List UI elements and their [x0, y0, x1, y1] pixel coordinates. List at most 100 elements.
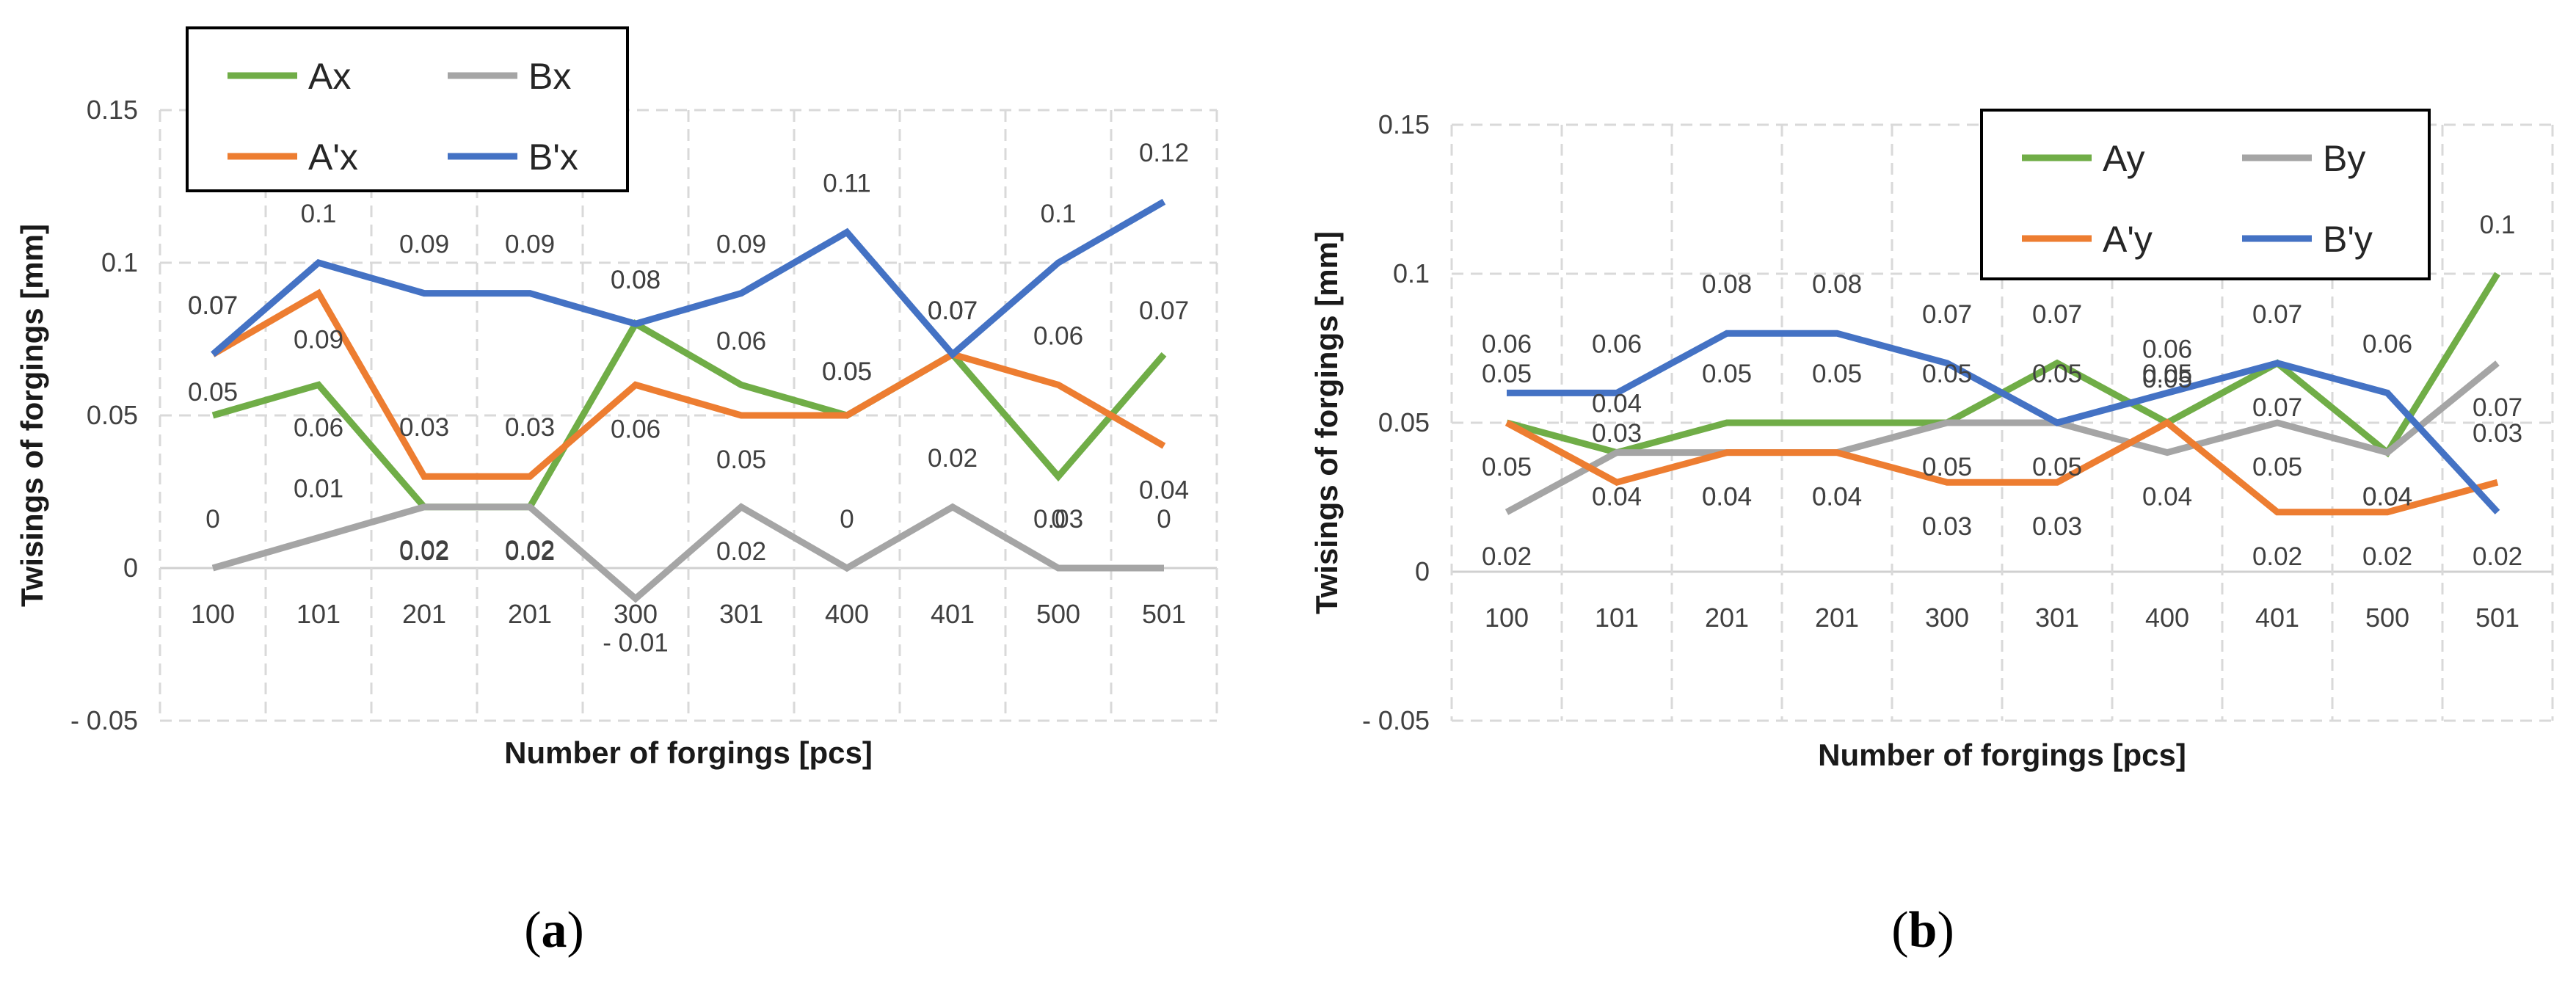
- x-tick-label: 201: [402, 599, 446, 629]
- data-label: 0.04: [2142, 483, 2192, 512]
- data-label: 0.1: [1041, 200, 1077, 228]
- data-label: 0.02: [716, 537, 766, 566]
- legend: Ay By A'y B'y: [1980, 109, 2431, 280]
- legend-label: Bx: [528, 56, 571, 97]
- data-label: 0.02: [2362, 542, 2412, 571]
- data-label: 0.1: [301, 200, 337, 228]
- x-tick-label: 201: [508, 599, 552, 629]
- legend-box: [186, 26, 629, 192]
- data-label: 0.07: [2252, 393, 2302, 422]
- x-axis-title: Number of forgings [pcs]: [504, 735, 873, 770]
- series-line-bprimex: [211, 198, 1166, 360]
- data-label: 0.02: [399, 536, 449, 564]
- y-axis-title: Twisings of forgings [mm]: [15, 224, 49, 607]
- data-label: 0.05: [822, 357, 872, 386]
- data-label: 0.03: [2473, 419, 2522, 448]
- series-line-aprimey: [1505, 418, 2499, 516]
- x-tick-label: 400: [825, 599, 869, 629]
- legend-label: B'y: [2323, 219, 2373, 260]
- data-label: 0.02: [1482, 542, 1532, 571]
- chart-panel-b: - 0.05 0 0.05 0.1 0.15 100 101 201 201 300 301 400 4…: [1309, 109, 2554, 959]
- data-label: 0.07: [1922, 300, 1972, 329]
- data-label: 0.1: [2480, 211, 2516, 239]
- x-tick-label: 201: [1705, 603, 1749, 633]
- panel-caption: (a): [524, 902, 584, 959]
- data-label: 0.03: [1922, 512, 1972, 541]
- data-label: 0.09: [294, 326, 343, 354]
- data-label: 0: [1157, 505, 1171, 534]
- x-tick-label: 500: [2365, 603, 2409, 633]
- data-label: 0.08: [1812, 270, 1862, 299]
- y-tick-label: 0.05: [87, 400, 138, 430]
- data-label: 0.05: [1482, 360, 1532, 388]
- series-line-bprimey: [1507, 330, 2500, 514]
- x-tick-label: 300: [614, 599, 658, 629]
- data-label: 0.05: [2252, 453, 2302, 481]
- data-label: 0.05: [1922, 453, 1972, 481]
- data-label: 0.04: [1592, 390, 1642, 418]
- y-tick-label: - 0.05: [70, 705, 138, 735]
- data-label: 0.09: [716, 230, 766, 259]
- x-tick-label: 100: [191, 599, 235, 629]
- x-axis-title: Number of forgings [pcs]: [1818, 738, 2186, 772]
- x-tick-label: 301: [719, 599, 763, 629]
- y-tick-label: 0.15: [1378, 109, 1430, 139]
- data-label: 0.03: [399, 413, 449, 442]
- data-label: 0.07: [188, 291, 238, 320]
- data-labels-ax: 0.05 0.06 0.02 0.02 0.08 0.06 0.05 0.07 0.03 0.07: [188, 266, 1189, 564]
- y-tick-label: 0.15: [87, 95, 138, 125]
- data-label: 0.05: [1482, 453, 1532, 481]
- x-tick-label: 501: [2475, 603, 2519, 633]
- legend-label: Ax: [308, 56, 351, 97]
- data-label: 0.05: [822, 357, 872, 386]
- x-tick-label: 101: [1595, 603, 1639, 633]
- data-label: 0.06: [716, 327, 766, 355]
- data-label: 0.03: [1033, 505, 1083, 534]
- y-tick-label: - 0.05: [1362, 705, 1430, 735]
- data-label: 0.07: [1139, 297, 1189, 325]
- x-tick-label: 401: [2255, 603, 2299, 633]
- data-label: 0.04: [1702, 483, 1752, 512]
- y-tick-label: 0: [1415, 556, 1430, 586]
- chart-panel-a: - 0.05 0 0.05 0.1 0.15 100 101 201 201 300 301 400 4…: [15, 26, 1218, 959]
- data-label: 0.07: [188, 291, 238, 320]
- series-line-aprimex: [211, 288, 1166, 480]
- data-label: 0.03: [2032, 512, 2082, 541]
- data-label: 0.09: [505, 230, 555, 259]
- data-label: 0.02: [928, 444, 978, 473]
- data-label: 0.02: [505, 537, 555, 566]
- legend: Ax Bx A'x B'x: [186, 26, 629, 192]
- data-label: 0: [205, 505, 219, 534]
- data-label: 0: [840, 505, 854, 534]
- data-label: 0.04: [1592, 483, 1642, 512]
- data-label: 0.02: [2473, 542, 2522, 571]
- data-label: 0.07: [928, 297, 978, 325]
- series-line-by: [1505, 360, 2500, 515]
- data-labels-by: 0.02 0.04 0.04 0.04 0.05 0.05 0.04 0.05 0.04 0.07: [1482, 390, 2522, 571]
- data-label: 0.12: [1139, 139, 1189, 167]
- data-label: 0.03: [505, 413, 555, 442]
- legend-label: A'y: [2103, 219, 2153, 260]
- x-tick-label: 300: [1925, 603, 1969, 633]
- data-label: 0.09: [399, 230, 449, 259]
- data-label: 0.05: [1922, 360, 1972, 388]
- x-tick-label: 201: [1815, 603, 1859, 633]
- x-tick-label: 400: [2145, 603, 2189, 633]
- data-label: 0.05: [188, 378, 238, 407]
- data-label: 0: [1051, 505, 1065, 534]
- data-label: 0.07: [2252, 300, 2302, 329]
- series-line-ax: [211, 319, 1167, 511]
- data-label: 0.04: [1812, 483, 1862, 512]
- legend-label: By: [2323, 138, 2365, 179]
- x-tick-label: 500: [1036, 599, 1080, 629]
- data-labels-aprimex: 0.07 0.09 0.03 0.03 0.06 0.05 0.05 0.07 0.06 0.04: [188, 291, 1189, 505]
- data-label: 0.08: [1702, 270, 1752, 299]
- data-label: 0.03: [1592, 419, 1642, 448]
- data-labels-ay: 0.05 0.04 0.05 0.05 0.05 0.07 0.05 0.07 0.04 0.1: [1482, 211, 2515, 512]
- legend-label: A'x: [308, 137, 358, 178]
- data-label: 0.04: [2362, 483, 2412, 512]
- data-label: 0.07: [2032, 300, 2082, 329]
- data-label: 0.04: [2362, 483, 2412, 512]
- y-tick-label: 0: [123, 553, 138, 583]
